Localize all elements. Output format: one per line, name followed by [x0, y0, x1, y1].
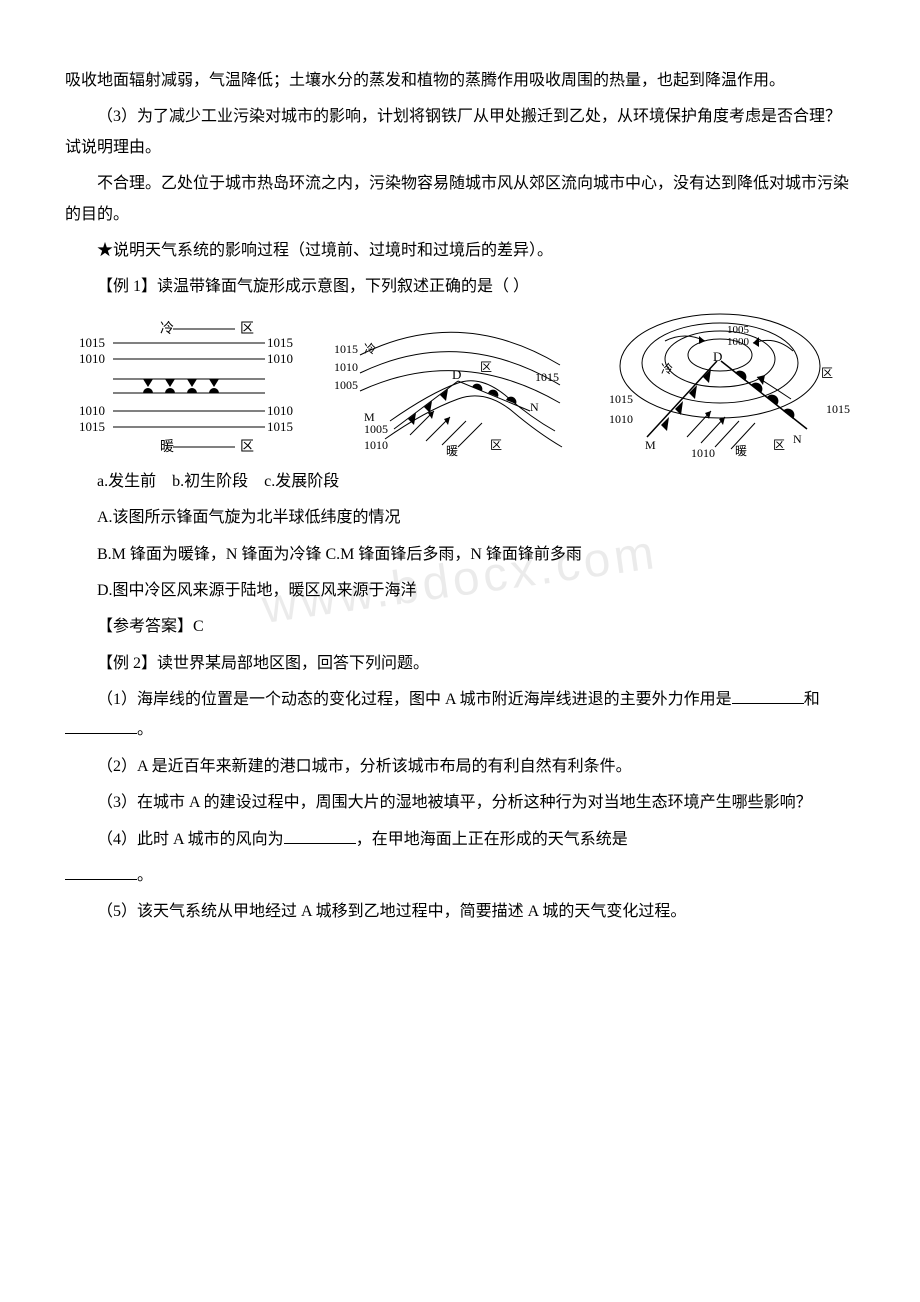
- b-D: D: [452, 367, 461, 382]
- c-qu2: 区: [773, 438, 785, 452]
- ex2-q1-a: （1）海岸线的位置是一个动态的变化过程，图中 A 城市附近海岸线进退的主要外力作…: [97, 691, 732, 708]
- blank-4[interactable]: [65, 863, 137, 880]
- option-A: A.该图所示锋面气旋为北半球低纬度的情况: [65, 503, 855, 533]
- label-1010-tl: 1010: [79, 351, 105, 366]
- ex2-q3: （3）在城市 A 的建设过程中，周围大片的湿地被填平，分析这种行为对当地生态环境…: [65, 788, 855, 818]
- ex2-q4-c: 。: [137, 867, 153, 884]
- ex2-q1-c: 。: [137, 721, 153, 738]
- blank-1[interactable]: [732, 687, 804, 704]
- diagram-b: 1015 1010 1005 冷 1015 区 D: [330, 311, 580, 461]
- ex2-q4-a: （4）此时 A 城市的风向为: [97, 831, 284, 848]
- option-BC: B.M 锋面为暖锋，N 锋面为冷锋 C.M 锋面锋后多雨，N 锋面锋前多雨: [65, 540, 855, 570]
- ex2-q1: （1）海岸线的位置是一个动态的变化过程，图中 A 城市附近海岸线进退的主要外力作…: [65, 685, 855, 746]
- label-1015-bl: 1015: [79, 419, 105, 434]
- paragraph-answer-q3: 不合理。乙处位于城市热岛环流之内，污染物容易随城市风从郊区流向城市中心，没有达到…: [65, 169, 855, 230]
- page: 吸收地面辐射减弱，气温降低；土壤水分的蒸发和植物的蒸腾作用吸收周围的热量，也起到…: [0, 0, 920, 1014]
- b-1015r: 1015: [535, 370, 559, 384]
- example-2-stem: 【例 2】读世界某局部地区图，回答下列问题。: [65, 649, 855, 679]
- blank-3[interactable]: [284, 827, 356, 844]
- b-1005b: 1005: [364, 422, 388, 436]
- ex2-q2: （2）A 是近百年来新建的港口城市，分析该城市布局的有利自然有利条件。: [65, 752, 855, 782]
- paragraph-q3: （3）为了减少工业污染对城市的影响，计划将钢铁厂从甲处搬迁到乙处，从环境保护角度…: [65, 102, 855, 163]
- b-1015: 1015: [334, 342, 358, 356]
- label-1010-tr: 1010: [267, 351, 293, 366]
- option-D: D.图中冷区风来源于陆地，暖区风来源于海洋: [65, 576, 855, 606]
- c-1010b: 1010: [691, 446, 715, 460]
- label-leng: 冷: [160, 321, 174, 337]
- b-N-txt: N: [530, 400, 539, 414]
- label-1010-br: 1010: [267, 403, 293, 418]
- b-qu2: 区: [490, 438, 502, 452]
- b-nuan: 暖: [446, 444, 458, 458]
- c-M: M: [645, 438, 656, 452]
- c-1015: 1015: [826, 402, 850, 416]
- c-1005: 1005: [727, 324, 750, 336]
- figure-caption-abc: a.发生前 b.初生阶段 c.发展阶段: [65, 467, 855, 497]
- ex2-q4: （4）此时 A 城市的风向为 ，在甲地海面上正在形成的天气系统是: [65, 825, 855, 855]
- ex2-q4-cont: 。: [65, 861, 855, 891]
- b-1010b: 1010: [364, 438, 388, 452]
- paragraph-1: 吸收地面辐射减弱，气温降低；土壤水分的蒸发和植物的蒸腾作用吸收周围的热量，也起到…: [65, 66, 855, 96]
- example-1-stem: 【例 1】读温带锋面气旋形成示意图，下列叙述正确的是（ ）: [65, 272, 855, 302]
- b-leng: 冷: [364, 342, 376, 356]
- c-leng: 冷: [661, 362, 673, 376]
- label-1010-bl: 1010: [79, 403, 105, 418]
- label-1015-tl: 1015: [79, 335, 105, 350]
- c-nuan: 暖: [735, 444, 747, 458]
- blank-2[interactable]: [65, 717, 137, 734]
- c-1015l: 1015: [609, 392, 633, 406]
- label-1015-tr: 1015: [267, 335, 293, 350]
- label-nuan: 暖: [160, 439, 174, 455]
- b-1010: 1010: [334, 360, 358, 374]
- label-qu-top: 区: [240, 321, 254, 337]
- diagram-a: 冷 区 1015 1015 1010 1010 1010: [65, 311, 315, 461]
- c-N: N: [793, 432, 802, 446]
- label-qu-bottom: 区: [240, 439, 254, 455]
- diagram-c: 1005 1000 D: [595, 311, 855, 461]
- b-qu: 区: [480, 360, 492, 374]
- c-1010l: 1010: [609, 412, 633, 426]
- ex2-q1-b: 和: [804, 691, 820, 708]
- paragraph-star: ★说明天气系统的影响过程（过境前、过境时和过境后的差异）。: [65, 236, 855, 266]
- ex2-q5: （5）该天气系统从甲地经过 A 城移到乙地过程中，简要描述 A 城的天气变化过程…: [65, 897, 855, 927]
- answer-ref: 【参考答案】C: [65, 612, 855, 642]
- figure-row: 冷 区 1015 1015 1010 1010 1010: [65, 311, 855, 461]
- label-1015-br: 1015: [267, 419, 293, 434]
- ex2-q4-b: ，在甲地海面上正在形成的天气系统是: [356, 831, 628, 848]
- c-qu: 区: [821, 366, 833, 380]
- c-1000: 1000: [727, 336, 750, 348]
- b-1005: 1005: [334, 378, 358, 392]
